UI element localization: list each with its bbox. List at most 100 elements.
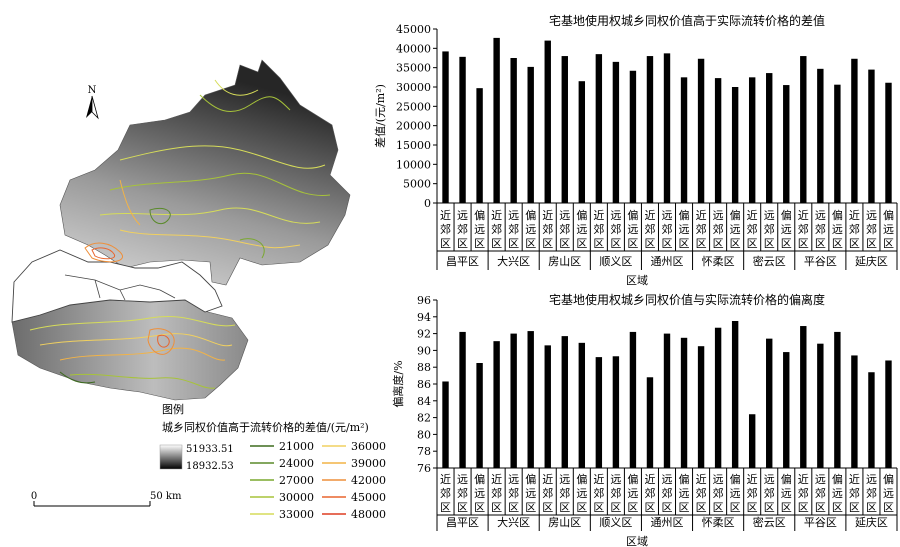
bar: [748, 77, 756, 203]
bar: [459, 331, 466, 468]
y-tick-label: 78: [417, 445, 431, 458]
legend-contour-label: 42000: [351, 474, 386, 487]
map-south-region: [11, 299, 249, 401]
bar: [612, 356, 620, 468]
bar: [663, 333, 671, 468]
bar: [680, 337, 688, 468]
x-subcategory-label: 近郊区: [696, 473, 707, 514]
y-tick-label: 96: [417, 294, 431, 307]
bar: [851, 58, 858, 204]
scale-bar: 0 50 km: [31, 491, 182, 507]
y-tick-label: 84: [417, 395, 431, 408]
bar: [595, 357, 603, 468]
bar: [629, 70, 637, 203]
x-subcategory-label: 偏远区: [883, 208, 894, 250]
x-axis-label: 区域: [626, 535, 648, 547]
scale-end-label: 50 km: [150, 491, 182, 502]
x-subcategory-label: 偏远区: [679, 208, 690, 250]
bar: [800, 56, 807, 203]
bar: [697, 346, 705, 468]
x-subcategory-label: 偏远区: [525, 208, 536, 250]
x-subcategory-label: 远郊区: [559, 209, 570, 250]
bar: [783, 85, 790, 203]
bar: [493, 37, 500, 203]
north-arrow-half: [91, 95, 99, 120]
x-subcategory-label: 远郊区: [508, 209, 519, 250]
x-group-label: 通州区: [651, 516, 684, 529]
contour-line: [84, 242, 123, 263]
legend-contour-label: 39000: [351, 457, 386, 470]
x-subcategory-label: 近郊区: [644, 473, 655, 514]
bar: [578, 342, 586, 468]
y-tick-label: 30000: [396, 81, 431, 94]
legend-gradient-max: 51933.51: [186, 444, 234, 455]
x-subcategory-label: 近郊区: [849, 209, 860, 250]
legend-contour-label: 27000: [279, 474, 314, 487]
map-blank-districts: [11, 249, 223, 323]
bar: [561, 336, 568, 468]
bar: [442, 51, 449, 203]
bar: [766, 338, 773, 468]
x-group-label: 密云区: [753, 515, 786, 529]
x-subcategory-label: 远郊区: [610, 473, 621, 514]
contour-line: [119, 145, 326, 169]
x-subcategory-label: 近郊区: [747, 473, 758, 514]
bar: [544, 40, 551, 203]
x-subcategory-label: 远郊区: [866, 209, 877, 250]
map-panel: N 图例 城乡同权价值高于流转价格的差值/(元/m²) 51933.51 189…: [11, 59, 386, 521]
x-subcategory-label: 远郊区: [866, 473, 877, 514]
scale-start-label: 0: [31, 491, 37, 502]
contour-legend: 21000 24000 27000 30000 33000 36000 39000 42000…: [250, 440, 386, 521]
x-subcategory-label: 远郊区: [815, 473, 826, 514]
bar: [629, 331, 637, 468]
x-group-label: 平谷区: [804, 516, 837, 529]
y-tick-label: 25000: [396, 100, 431, 113]
bar: [476, 363, 483, 468]
contour-line: [59, 371, 96, 384]
contour-line: [119, 179, 141, 226]
x-group-label: 通州区: [651, 255, 684, 268]
x-subcategory-label: 偏远区: [576, 208, 587, 250]
x-subcategory-label: 近郊区: [440, 209, 451, 250]
legend-contour-label: 45000: [351, 491, 386, 504]
bar: [663, 53, 671, 203]
x-subcategory-label: 近郊区: [542, 473, 553, 514]
legend-contour-label: 33000: [279, 508, 314, 521]
contour-line: [149, 207, 171, 225]
bar: [493, 341, 500, 468]
north-label: N: [88, 85, 97, 96]
x-group-label: 延庆区: [855, 254, 888, 268]
x-subcategory-label: 远郊区: [713, 473, 724, 514]
legend-contour-label: 48000: [351, 508, 386, 521]
x-group-label: 房山区: [548, 255, 581, 268]
contour-line: [147, 328, 175, 355]
x-group-label: 大兴区: [497, 515, 530, 529]
contour-line: [109, 172, 331, 196]
contour-line: [99, 207, 321, 224]
x-group-label: 顺义区: [599, 255, 632, 268]
legend-contour-label: 30000: [279, 491, 314, 504]
bar: [783, 352, 790, 468]
x-subcategory-label: 远郊区: [815, 209, 826, 250]
bar: [527, 66, 534, 203]
bar: [868, 372, 875, 468]
y-tick-label: 10000: [396, 158, 431, 171]
bar: [459, 56, 466, 204]
x-subcategory-label: 偏远区: [781, 208, 792, 250]
x-subcategory-label: 偏远区: [832, 208, 843, 250]
bar: [800, 326, 807, 468]
x-subcategory-label: 远郊区: [508, 473, 519, 514]
contour-line: [214, 79, 259, 96]
difference-bar-chart: 宅基地使用权城乡同权价值高于实际流转价格的差值 0 5000 10000 15000 20…: [373, 13, 898, 287]
map-legend: 图例 城乡同权价值高于流转价格的差值/(元/m²) 51933.51 18932…: [159, 402, 386, 521]
x-axis-label: 区域: [626, 274, 648, 287]
contour-line: [29, 316, 236, 331]
legend-gradient: [159, 444, 183, 470]
x-subcategory-label: 偏远区: [730, 472, 741, 514]
x-subcategory-label: 远郊区: [713, 209, 724, 250]
bar: [885, 82, 892, 203]
y-tick-label: 45000: [396, 23, 431, 36]
chart-title: 宅基地使用权城乡同权价值与实际流转价格的偏离度: [549, 292, 825, 307]
bar: [714, 327, 722, 468]
bar: [731, 87, 739, 203]
